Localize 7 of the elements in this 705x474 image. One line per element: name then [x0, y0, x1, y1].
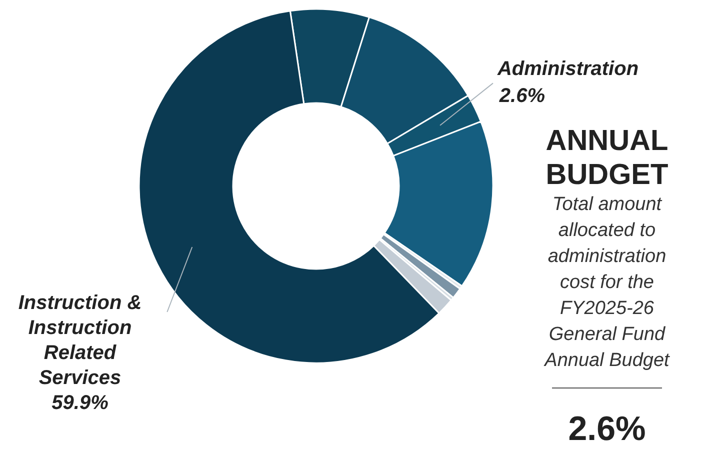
text: 2.6%	[568, 410, 646, 448]
text: Total amount allocated to administration cost for the FY2025-26 General Fund Annual Budget	[544, 194, 670, 371]
text: ANNUAL BUDGET	[546, 125, 668, 191]
slice-label: Administration	[496, 58, 639, 80]
data-label: 2.6%	[498, 85, 546, 107]
slice-label: Instruction & Instruction Related Services	[18, 292, 142, 389]
data-label: 59.9%	[52, 392, 109, 414]
